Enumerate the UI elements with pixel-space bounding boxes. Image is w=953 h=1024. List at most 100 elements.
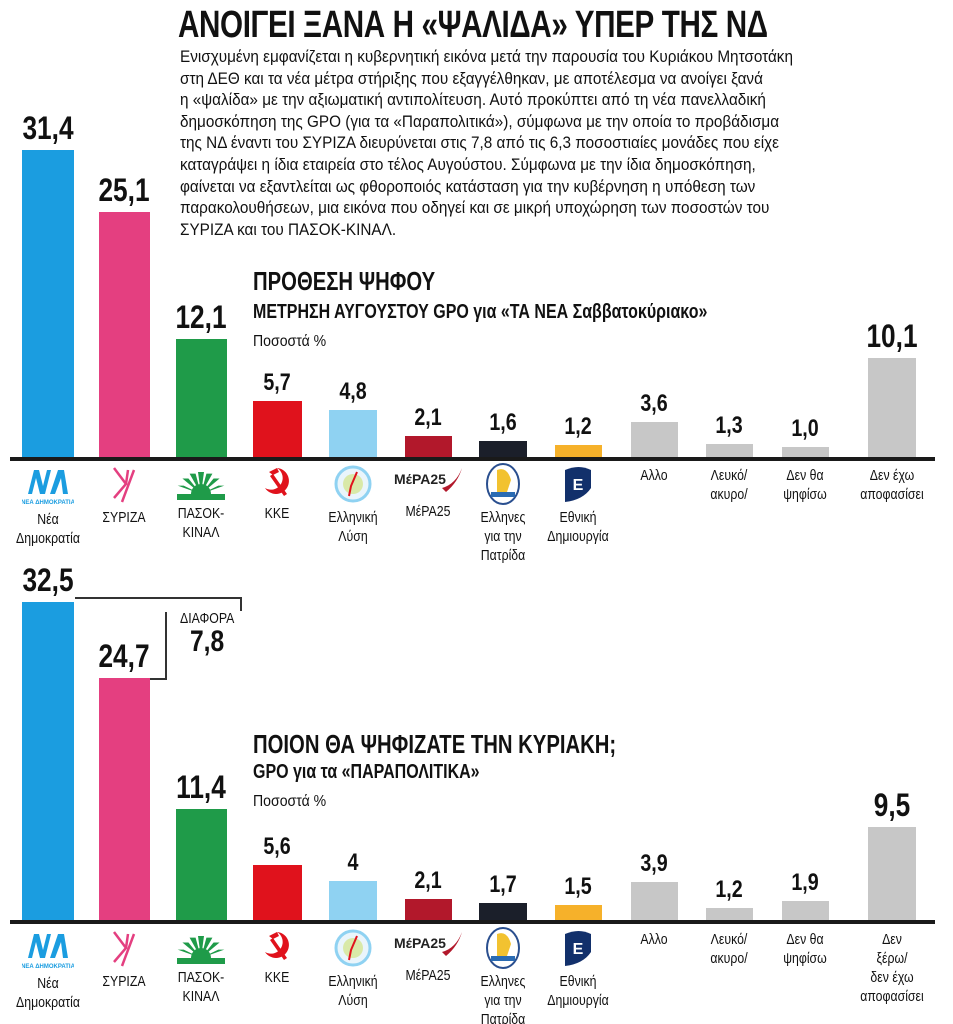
bar-pasok (175, 338, 227, 457)
value-label-nd: 32,5 (22, 562, 74, 599)
difference-bracket-left (165, 612, 167, 680)
value-label-mera25: 2,1 (414, 404, 442, 432)
lead-line: παρακολουθήσεων, μια εικόνα που οδηγεί κ… (180, 198, 770, 218)
ethniki-dimiourgia-logo-icon: Ε (561, 464, 595, 509)
chart2-title: ΠΟΙΟΝ ΘΑ ΨΗΦΙΖΑΤΕ ΤΗΝ ΚΥΡΙΑΚΗ; (253, 729, 617, 759)
value-label-allo: 3,6 (640, 389, 668, 417)
bar-lefko (705, 908, 753, 920)
value-label-ethniki: 1,2 (564, 413, 592, 441)
bar-kke (252, 865, 302, 920)
chart1-unit: Ποσοστά % (253, 333, 327, 350)
bar-syriza (98, 678, 150, 920)
category-label-allo: Αλλο (640, 467, 668, 484)
category-label-mera25: ΜέΡΑ25 (405, 503, 451, 520)
bar-ethniki (554, 905, 602, 920)
svg-text:ΝΕΑ ΔΗΜΟΚΡΑΤΙΑ: ΝΕΑ ΔΗΜΟΚΡΑΤΙΑ (22, 500, 74, 506)
category-label-syriza: ΣΥΡΙΖΑ (102, 973, 146, 990)
svg-text:Ε: Ε (573, 941, 584, 958)
svg-text:ΜέΡΑ25: ΜέΡΑ25 (394, 935, 446, 951)
value-label-lefko: 1,2 (715, 876, 743, 904)
chart2-unit: Ποσοστά % (253, 793, 327, 810)
bar-ethniki (554, 445, 602, 457)
svg-text:ΝΕΑ ΔΗΜΟΚΡΑΤΙΑ: ΝΕΑ ΔΗΜΟΚΡΑΤΙΑ (22, 964, 74, 970)
category-label-ellines: Ελληνες για την Πατρίδα (480, 509, 526, 564)
bar-syriza (98, 211, 150, 457)
chart2-baseline (10, 920, 935, 924)
lead-line: φαίνεται να εξαντλείται ως φθοροποιός κα… (180, 176, 756, 196)
value-label-nd: 31,4 (22, 109, 74, 146)
value-label-kke: 5,7 (263, 369, 291, 397)
difference-bracket-bottom (150, 678, 166, 680)
bar-nd (22, 149, 74, 457)
value-label-pasok: 11,4 (176, 768, 226, 805)
value-label-mera25: 2,1 (414, 867, 442, 895)
bar-lefko (705, 444, 753, 457)
nd-logo-icon: ΝΕΑ ΔΗΜΟΚΡΑΤΙΑ (21, 464, 76, 511)
category-label-lefko: Λευκό/ ακυρο/ (710, 467, 748, 503)
bar-ellines (479, 903, 527, 920)
category-label-den_exo: Δεν ξέρω/ δεν έχω αποφασίσει (860, 931, 924, 1005)
bar-pasok (175, 808, 227, 920)
category-label-mera25: ΜέΡΑ25 (405, 967, 451, 984)
category-label-ethniki: Εθνική Δημιουργία (547, 973, 609, 1009)
value-label-ellines: 1,7 (489, 871, 517, 899)
ethniki-dimiourgia-logo-icon: Ε (561, 928, 595, 973)
svg-text:ΜέΡΑ25: ΜέΡΑ25 (394, 471, 446, 487)
category-label-nd: Νέα Δημοκρατία (16, 975, 80, 1011)
category-label-el: Ελληνική Λύση (328, 973, 378, 1009)
category-label-pasok: ΠΑΣΟΚ- ΚΙΝΑΛ (177, 969, 225, 1005)
bar-den_exo (868, 358, 916, 457)
bar-allo (630, 881, 678, 920)
category-label-allo: Αλλο (640, 931, 668, 948)
value-label-ellines: 1,6 (489, 409, 517, 437)
pasok-sun-logo-icon (175, 464, 227, 505)
category-label-den_tha: Δεν θα ψηφίσω (783, 467, 827, 503)
svg-text:Ε: Ε (573, 477, 584, 494)
category-label-el: Ελληνική Λύση (328, 509, 378, 545)
category-label-kke: ΚΚΕ (264, 505, 290, 522)
mera25-logo-icon: ΜέΡΑ25 (392, 928, 464, 967)
chart2-subtitle: GPO για τα «ΠΑΡΑΠΟΛΙΤΙΚΑ» (253, 761, 480, 783)
value-label-ethniki: 1,5 (564, 873, 592, 901)
bar-mera25 (404, 436, 452, 457)
lead-line: ΣΥΡΙΖΑ και του ΠΑΣΟΚ-ΚΙΝΑΛ. (180, 219, 397, 239)
bar-den_exo (868, 827, 916, 920)
value-label-syriza: 24,7 (98, 638, 150, 675)
nd-logo-icon: ΝΕΑ ΔΗΜΟΚΡΑΤΙΑ (21, 928, 76, 975)
syriza-logo-icon (104, 464, 144, 509)
difference-value: 7,8 (190, 625, 225, 658)
bar-kke (252, 401, 302, 457)
bar-nd (22, 602, 74, 920)
value-label-den_exo: 10,1 (866, 318, 918, 355)
lead-line: καταγράψει η ίδια εταιρεία στο τέλος Αυγ… (180, 154, 756, 174)
bar-allo (630, 421, 678, 457)
bar-mera25 (404, 899, 452, 920)
value-label-den_exo: 9,5 (873, 787, 911, 824)
ellines-logo-icon (483, 462, 523, 511)
lead-line: δημοσκόπηση της GPO (για τα «Παραπολιτικ… (180, 111, 780, 131)
category-label-ellines: Ελληνες για την Πατρίδα (480, 973, 526, 1024)
value-label-kke: 5,6 (263, 833, 291, 861)
value-label-den_tha: 1,9 (791, 869, 819, 897)
category-label-ethniki: Εθνική Δημιουργία (547, 509, 609, 545)
bar-ellines (479, 441, 527, 457)
mera25-logo-icon: ΜέΡΑ25 (392, 464, 464, 503)
bar-den_tha (781, 447, 829, 457)
difference-bracket-right (240, 597, 242, 611)
category-label-nd: Νέα Δημοκρατία (16, 511, 80, 547)
difference-bracket-top (75, 597, 241, 599)
lead-line: η «ψαλίδα» με την αξιωματική αντιπολίτευ… (180, 90, 766, 110)
value-label-syriza: 25,1 (98, 171, 150, 208)
bar-el (329, 410, 377, 457)
bar-den_tha (781, 901, 829, 920)
chart1-subtitle: ΜΕΤΡΗΣΗ ΑΥΓΟΥΣΤΟΥ GPO για «ΤΑ ΝΕΑ Σαββατ… (253, 301, 708, 323)
elliniki-lysi-logo-icon (333, 928, 373, 973)
chart1-title: ΠΡΟΘΕΣΗ ΨΗΦΟΥ (253, 266, 436, 296)
category-label-den_tha: Δεν θα ψηφίσω (783, 931, 827, 967)
chart1-baseline (10, 457, 935, 461)
headline: ΑΝΟΙΓΕΙ ΞΑΝΑ Η «ΨΑΛΙΔΑ» ΥΠΕΡ ΤΗΣ ΝΔ (178, 4, 768, 46)
lead-paragraph: Ενισχυμένη εμφανίζεται η κυβερνητική εικ… (180, 46, 918, 240)
difference-label: ΔΙΑΦΟΡΑ (180, 610, 235, 627)
lead-line: της ΝΔ έναντι του ΣΥΡΙΖΑ διευρύνεται στι… (180, 133, 779, 153)
